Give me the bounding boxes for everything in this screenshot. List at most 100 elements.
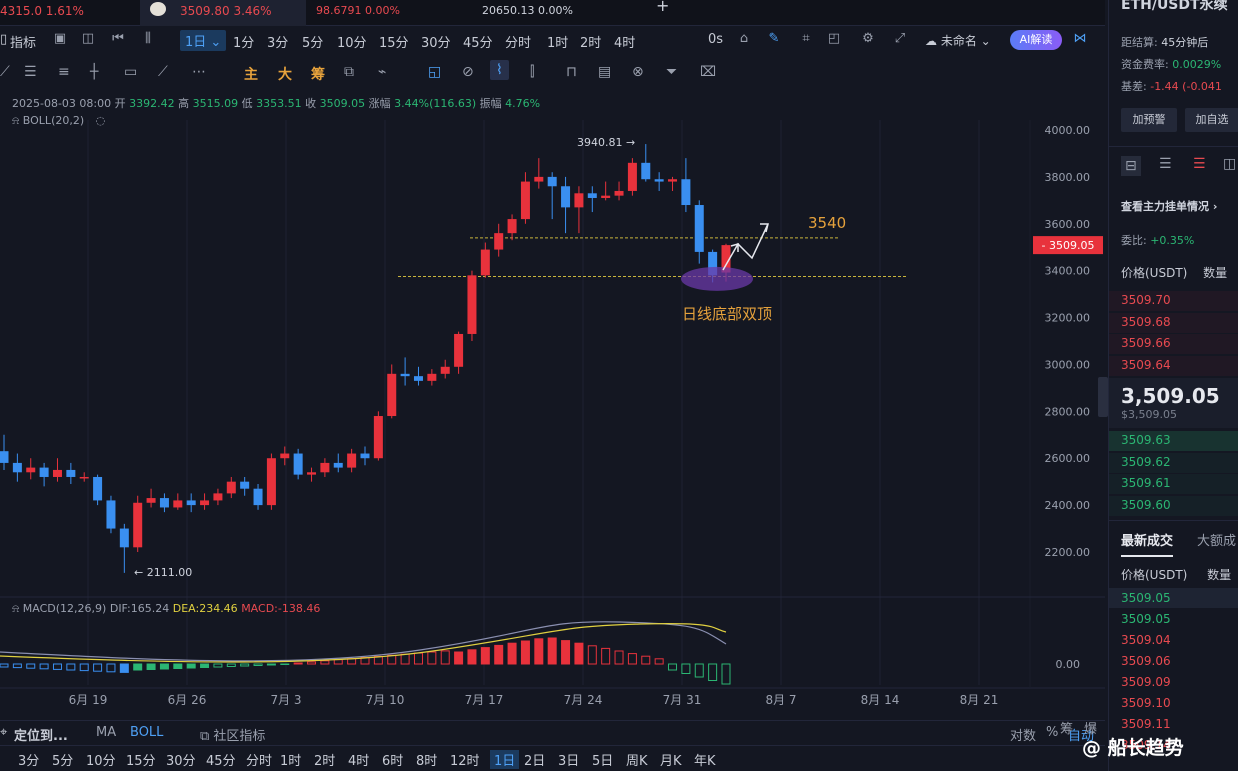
ticker-active-tab[interactable] [140, 0, 306, 26]
calendar-icon[interactable]: ▣ [53, 31, 67, 46]
indicators-button[interactable]: 指标 [10, 36, 37, 51]
ma-toggle[interactable]: MA [96, 725, 117, 740]
orderbook-settings-icon[interactable]: ◫ [1223, 156, 1237, 172]
interval-2h[interactable]: 2时 [580, 36, 602, 51]
ray-icon[interactable]: ⟋ [158, 64, 168, 80]
interval-15m[interactable]: 15分 [379, 36, 409, 51]
bottom-interval-12[interactable]: 12时 [450, 754, 480, 769]
parallel-lines-icon[interactable]: ☰ [24, 64, 37, 80]
bottom-interval-7[interactable]: 1时 [280, 754, 302, 769]
boll-info[interactable]: ⍾ BOLL(20,2) ◌ [12, 114, 105, 128]
chart-area[interactable]: 4000.00 3800.00 3600.00 3400.00 3200.00 3000.… [0, 0, 1105, 720]
bottom-interval-8[interactable]: 2时 [314, 754, 336, 769]
bottom-interval-9[interactable]: 4时 [348, 754, 370, 769]
interval-dropdown[interactable]: 1日 ⌄ [180, 30, 227, 51]
interval-1m[interactable]: 1分 [233, 36, 255, 51]
more-icon[interactable]: ⋯ [192, 64, 206, 80]
bottom-interval-1[interactable]: 5分 [52, 754, 74, 769]
ticker-0[interactable]: 4315.0 1.61% [0, 4, 84, 18]
locate-button[interactable]: 定位到... [14, 729, 68, 744]
bottom-interval-5[interactable]: 45分 [206, 754, 236, 769]
link-icon[interactable]: ⊘ [462, 64, 474, 80]
brush-off-icon[interactable]: ⌁ [378, 64, 387, 80]
panel-resize-handle[interactable] [1098, 377, 1108, 417]
interval-5m[interactable]: 5分 [302, 36, 324, 51]
ticker-1[interactable]: 3509.80 3.46% [180, 4, 272, 18]
percent-scale-toggle[interactable]: % [1046, 725, 1059, 740]
share-icon[interactable]: ⋈ [1073, 31, 1087, 46]
interval-3m[interactable]: 3分 [267, 36, 289, 51]
ask-price[interactable]: 3509.64 [1121, 357, 1171, 372]
trash-icon[interactable]: ⌧ [700, 64, 717, 80]
candles-icon[interactable]: ⫿ [530, 64, 535, 80]
horizontal-lines-icon[interactable]: ≡ [58, 64, 70, 80]
bottom-interval-18[interactable]: 月K [660, 754, 682, 769]
ai-analysis-button[interactable]: AI解读 [1010, 30, 1062, 50]
bottom-interval-2[interactable]: 10分 [86, 754, 116, 769]
edit-template-icon[interactable]: ▤ [598, 64, 612, 80]
ticker-2[interactable]: 98.6791 0.00% [316, 4, 400, 17]
camera-icon[interactable]: ⌂ [739, 31, 749, 46]
ask-price[interactable]: 3509.70 [1121, 293, 1171, 307]
bell-icon[interactable]: ⍾ [12, 114, 20, 127]
big-order-tag[interactable]: 大 [278, 67, 292, 83]
pen-icon[interactable]: ✎ [768, 31, 780, 46]
tab-big-trades[interactable]: 大额成 [1197, 534, 1237, 549]
add-alert-button[interactable]: 加预警 [1121, 108, 1177, 132]
layout-name-dropdown[interactable]: ☁ 未命名 ⌄ [925, 34, 991, 48]
main-force-tag[interactable]: 主 [244, 67, 258, 83]
eye-off-icon[interactable]: ◌ [95, 114, 106, 127]
orderbook-both-icon[interactable]: ⊟ [1121, 156, 1141, 176]
bottom-interval-6[interactable]: 分时 [246, 754, 273, 769]
ask-price[interactable]: 3509.68 [1121, 314, 1171, 329]
add-ticker-icon[interactable]: + [656, 0, 670, 15]
bid-price[interactable]: 3509.62 [1121, 454, 1171, 469]
bottom-interval-0[interactable]: 3分 [18, 754, 40, 769]
expand-icon[interactable]: ⤢ [894, 31, 906, 46]
axis-right-label[interactable]: 筹 [1060, 722, 1074, 737]
bid-price[interactable]: 3509.60 [1121, 497, 1171, 512]
interval-10m[interactable]: 10分 [337, 36, 367, 51]
depth-link[interactable]: 查看主力挂单情况 › [1121, 200, 1218, 213]
bid-price[interactable]: 3509.63 [1121, 433, 1171, 447]
candle-type-icon[interactable]: ⫼ [145, 31, 151, 46]
bottom-interval-14[interactable]: 2日 [524, 754, 546, 769]
bottom-interval-13[interactable]: 1日 [490, 750, 520, 769]
interval-1h[interactable]: 1时 [547, 36, 569, 51]
replay-icon[interactable]: ⏮ [112, 31, 124, 46]
horizontal-line-icon[interactable]: ┼ [90, 64, 99, 80]
hide-icon[interactable]: ⊗ [632, 64, 644, 80]
macd-bell-icon[interactable]: ⍾ [12, 602, 20, 615]
magnet-icon[interactable]: ⌇ [490, 60, 509, 80]
bottom-interval-17[interactable]: 周K [626, 754, 648, 769]
ticker-3[interactable]: 20650.13 0.00% [482, 4, 573, 17]
community-indicators[interactable]: ⧉ 社区指标 [200, 729, 266, 744]
bottom-interval-3[interactable]: 15分 [126, 754, 156, 769]
orderbook-asks-icon[interactable]: ☰ [1193, 156, 1206, 172]
bottom-interval-16[interactable]: 5日 [592, 754, 614, 769]
bid-price[interactable]: 3509.61 [1121, 476, 1171, 490]
axis-right-label[interactable]: 爆 [1084, 722, 1098, 737]
orderbook-bids-icon[interactable]: ☰ [1159, 156, 1172, 172]
rectangle-icon[interactable]: ▭ [124, 64, 138, 80]
bottom-interval-10[interactable]: 6时 [382, 754, 404, 769]
copy-icon[interactable]: ⧉ [344, 64, 354, 80]
bottom-interval-11[interactable]: 8时 [416, 754, 438, 769]
ask-price[interactable]: 3509.66 [1121, 336, 1171, 350]
boll-toggle[interactable]: BOLL [130, 725, 164, 740]
interval-timeshare[interactable]: 分时 [505, 36, 532, 51]
indicator-icon[interactable]: ▯ [0, 32, 8, 47]
layout-icon[interactable]: ◫ [81, 31, 95, 46]
filter-icon[interactable]: ⏷ [666, 64, 678, 80]
locate-icon[interactable]: ⌖ [0, 725, 8, 740]
chip-tag[interactable]: 筹 [311, 67, 325, 83]
trendline-icon[interactable]: ⟋ [0, 64, 10, 80]
lock-icon[interactable]: ⊓ [566, 64, 577, 80]
add-watchlist-button[interactable]: 加自选 [1185, 108, 1238, 132]
contract-title[interactable]: ETH/USDT永续 [1121, 0, 1228, 13]
interval-4h[interactable]: 4时 [614, 36, 636, 51]
auto-scale-toggle[interactable]: 自动 [1068, 729, 1095, 744]
log-scale-toggle[interactable]: 对数 [1010, 729, 1037, 744]
interval-30m[interactable]: 30分 [421, 36, 451, 51]
bottom-interval-4[interactable]: 30分 [166, 754, 196, 769]
